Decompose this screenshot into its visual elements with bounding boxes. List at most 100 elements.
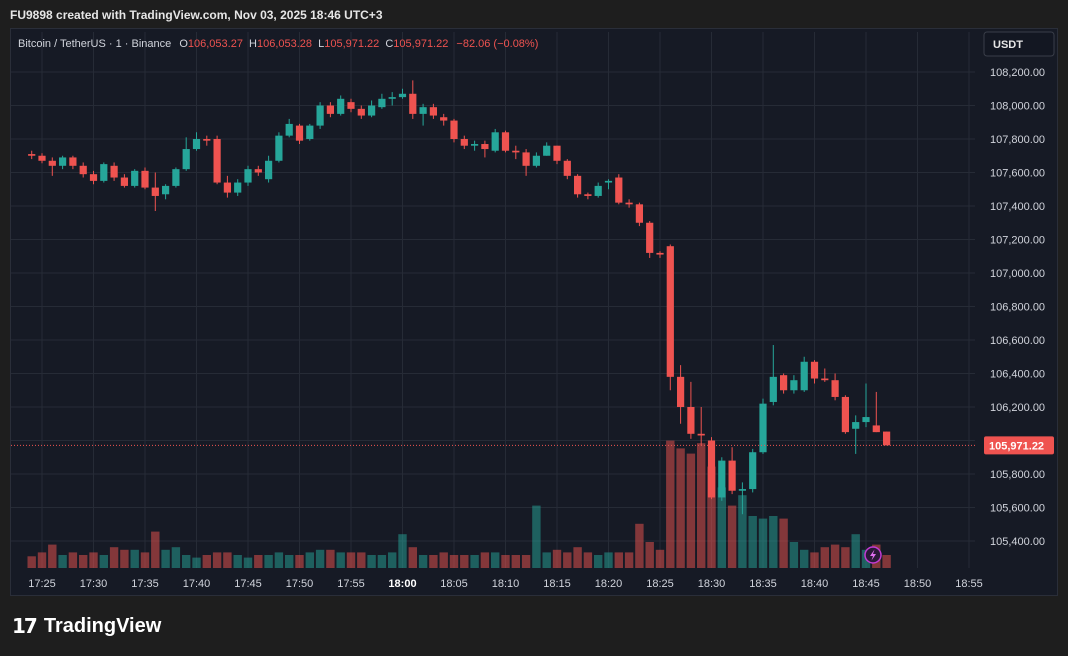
volume-bar xyxy=(408,547,417,568)
candle-body xyxy=(100,164,108,181)
price-axis-label: 107,400.00 xyxy=(990,201,1045,213)
time-axis-label: 18:50 xyxy=(904,578,932,590)
volume-bar xyxy=(563,552,572,568)
volume-bar xyxy=(79,555,88,568)
legend-symbol: Bitcoin / TetherUS · 1 · Binance xyxy=(18,38,171,50)
candle-body xyxy=(275,135,283,161)
time-axis-label: 18:40 xyxy=(801,578,829,590)
volume-bar xyxy=(346,552,356,568)
volume-bar xyxy=(552,549,562,568)
volume-bar xyxy=(841,547,850,568)
candle-body xyxy=(841,396,849,433)
volume-bar xyxy=(800,549,809,568)
candle-body xyxy=(347,102,355,109)
volume-bar xyxy=(140,552,150,568)
candle-body xyxy=(769,376,777,402)
volume-bar xyxy=(264,555,273,568)
price-axis-label: 105,400.00 xyxy=(990,536,1045,548)
candle-body xyxy=(625,202,633,205)
candle-body xyxy=(718,460,726,498)
candle-body xyxy=(883,431,891,446)
volume-bar xyxy=(604,552,613,568)
time-axis-label: 18:20 xyxy=(595,578,623,590)
candle-body xyxy=(707,440,716,498)
price-axis-label: 106,200.00 xyxy=(990,402,1045,414)
volume-bar xyxy=(686,453,696,568)
volume-bar xyxy=(532,505,541,568)
candle-body xyxy=(48,160,56,166)
legend-open-label: O xyxy=(179,38,188,50)
candle-body xyxy=(512,150,520,153)
candle-body xyxy=(440,117,448,121)
volume-bar xyxy=(769,516,778,568)
volume-bar xyxy=(315,549,325,568)
time-axis-label: 17:40 xyxy=(183,578,211,590)
volume-bar xyxy=(130,549,139,568)
candle-body xyxy=(378,98,386,108)
legend-close-label: C xyxy=(385,38,393,50)
current-price-tag: 105,971.22 xyxy=(984,436,1054,455)
price-axis-label: 108,200.00 xyxy=(990,67,1045,79)
candle-body xyxy=(677,376,685,407)
volume-bar xyxy=(851,534,860,568)
candle-body xyxy=(584,194,592,196)
time-axis-label: 18:35 xyxy=(749,578,777,590)
chart-panel[interactable] xyxy=(10,28,1058,596)
price-axis-label: 107,200.00 xyxy=(990,235,1045,247)
candle-body xyxy=(790,380,798,391)
tradingview-logo: 17 TradingView xyxy=(12,614,161,638)
candle-body xyxy=(697,433,705,436)
time-axis-label: 18:45 xyxy=(852,578,880,590)
time-axis-label: 17:50 xyxy=(286,578,314,590)
candle-body xyxy=(563,160,571,176)
volume-bar xyxy=(305,552,314,568)
candle-body xyxy=(872,425,880,433)
candle-body xyxy=(800,361,808,391)
candle-body xyxy=(831,380,839,397)
candle-body xyxy=(357,108,365,116)
candle-body xyxy=(120,177,128,186)
volume-bar xyxy=(748,516,757,568)
volume-bar xyxy=(820,547,829,568)
volume-bar xyxy=(789,542,799,568)
legend-low: 105,971.22 xyxy=(324,38,379,50)
volume-bar xyxy=(480,552,490,568)
volume-bar xyxy=(727,505,737,568)
candle-body xyxy=(780,375,788,391)
volume-bar xyxy=(48,544,57,568)
volume-bar xyxy=(521,555,531,568)
time-axis-label: 18:00 xyxy=(388,578,416,590)
time-axis: 17:25 17:30 17:35 17:40 17:45 17:50 17:55 18:00… xyxy=(28,578,983,590)
price-axis-label: 105,800.00 xyxy=(990,469,1045,481)
volume-bar xyxy=(233,555,242,568)
volume-bar xyxy=(223,552,232,568)
candle-body xyxy=(368,105,376,116)
candle-body xyxy=(604,180,613,183)
volume-bar xyxy=(37,552,47,568)
volume-bar xyxy=(501,555,510,568)
candle-body xyxy=(646,222,654,253)
volume-bar xyxy=(367,555,376,568)
candle-body xyxy=(141,170,149,188)
volume-bar xyxy=(285,555,294,568)
tradingview-logo-icon: 17 xyxy=(12,614,38,638)
volume-bar xyxy=(58,555,67,568)
candle-body xyxy=(862,417,870,423)
time-axis-label: 18:05 xyxy=(440,578,468,590)
volume-bar xyxy=(645,542,654,568)
candle-body xyxy=(749,452,757,490)
volume-bar xyxy=(295,555,304,568)
candle-body xyxy=(223,182,231,193)
candle-body xyxy=(501,132,510,151)
currency-button[interactable]: USDT xyxy=(983,31,1055,57)
volume-bar xyxy=(439,552,448,568)
volume-bar xyxy=(326,549,335,568)
candle-body xyxy=(59,157,67,166)
volume-bar xyxy=(470,555,479,568)
lightning-icon[interactable] xyxy=(864,546,882,564)
legend-change: −82.06 (−0.08%) xyxy=(456,38,538,50)
candle-body xyxy=(79,165,87,175)
candle-body xyxy=(306,125,314,139)
volume-bar xyxy=(666,440,675,568)
